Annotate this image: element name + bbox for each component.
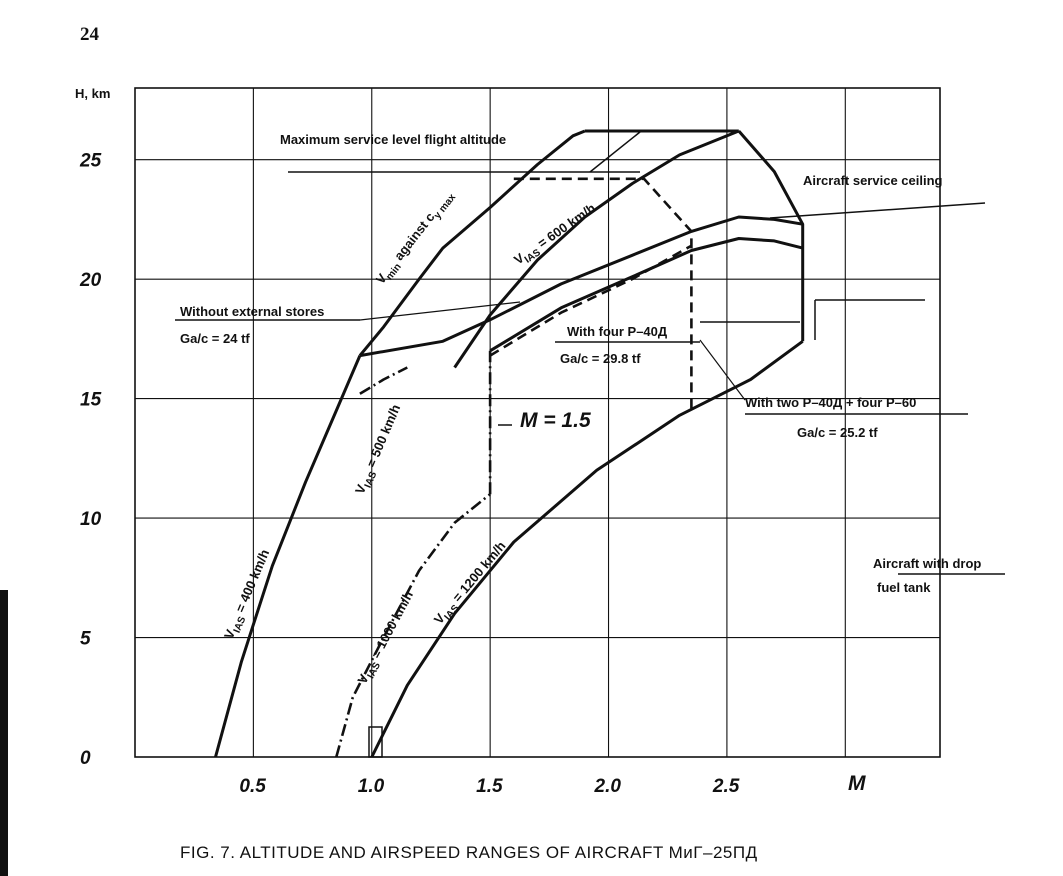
label-max-service-altitude: Maximum service level flight altitude xyxy=(280,132,506,147)
y-tick-label: 10 xyxy=(80,509,102,530)
series-line xyxy=(359,366,408,395)
series-line xyxy=(453,129,740,369)
label-fuel-tank: fuel tank xyxy=(877,580,931,595)
leader-without-external-stores xyxy=(359,301,521,321)
label-vias-1200: VIAS = 1200 km/h xyxy=(431,538,512,629)
y-axis-label: H, km xyxy=(75,86,110,101)
figure-caption: FIG. 7. ALTITUDE AND AIRSPEED RANGES OF … xyxy=(180,843,758,862)
grid xyxy=(134,87,941,758)
x-tick-label: 1.5 xyxy=(476,776,503,797)
label-without-external-stores: Without external stores xyxy=(180,304,324,319)
series-line xyxy=(358,129,586,357)
scan-edge-shadow xyxy=(0,590,8,876)
y-tick-label: 15 xyxy=(80,390,102,411)
x-tick-label: 1.0 xyxy=(358,776,385,797)
label-vias-500: VIAS = 500 km/h xyxy=(352,402,407,498)
label-m-1-5: M = 1.5 xyxy=(520,409,591,432)
curve-labels: Vmin against cy max VIAS = 600 km/h VIAS… xyxy=(221,187,601,688)
x-tick-label: 0.5 xyxy=(239,776,266,797)
label-service-ceiling: Aircraft service ceiling xyxy=(803,173,943,188)
series-line xyxy=(370,340,804,758)
label-drop-fuel-tank: Aircraft with drop xyxy=(873,556,981,571)
series-line xyxy=(489,237,804,353)
label-gac-25-2: Ga/c = 25.2 tf xyxy=(797,425,878,440)
x-axis-label: M xyxy=(848,772,866,795)
series-line xyxy=(359,215,803,358)
label-vias-400: VIAS = 400 km/h xyxy=(221,547,276,643)
label-vmin: Vmin against cy max xyxy=(373,187,459,289)
label-vias-600: VIAS = 600 km/h xyxy=(511,200,600,271)
x-tick-label: 2.0 xyxy=(594,776,622,797)
leader-service-ceiling xyxy=(769,202,986,219)
page-number: 24 xyxy=(80,24,100,45)
y-tick-label: 5 xyxy=(80,629,91,650)
series-line xyxy=(214,355,362,758)
label-with-two-r40d-four-r60: With two Р–40Д + four Р–60 xyxy=(745,395,916,410)
y-tick-label: 20 xyxy=(79,270,102,291)
tick-labels: 0.5 1.0 1.5 2.0 2.5 0 5 10 15 20 25 xyxy=(79,151,740,797)
series-lines xyxy=(214,129,805,758)
label-gac-29-8: Ga/c = 29.8 tf xyxy=(560,351,641,366)
leader-max-service-altitude-2 xyxy=(589,131,641,173)
x-tick-label: 2.5 xyxy=(712,776,740,797)
start-marker xyxy=(368,726,383,758)
y-tick-label: 0 xyxy=(80,748,91,769)
label-with-four-r40d: With four Р–40Д xyxy=(567,324,668,339)
series-line xyxy=(737,130,805,342)
series-line xyxy=(335,493,491,758)
label-gac-24: Ga/c = 24 tf xyxy=(180,331,250,346)
series-line xyxy=(489,244,693,357)
y-tick-label: 25 xyxy=(79,151,102,172)
leader-with-two-r40d xyxy=(699,339,746,401)
series-line xyxy=(513,177,693,411)
annotation-labels: Maximum service level flight altitude Ai… xyxy=(175,131,1005,595)
